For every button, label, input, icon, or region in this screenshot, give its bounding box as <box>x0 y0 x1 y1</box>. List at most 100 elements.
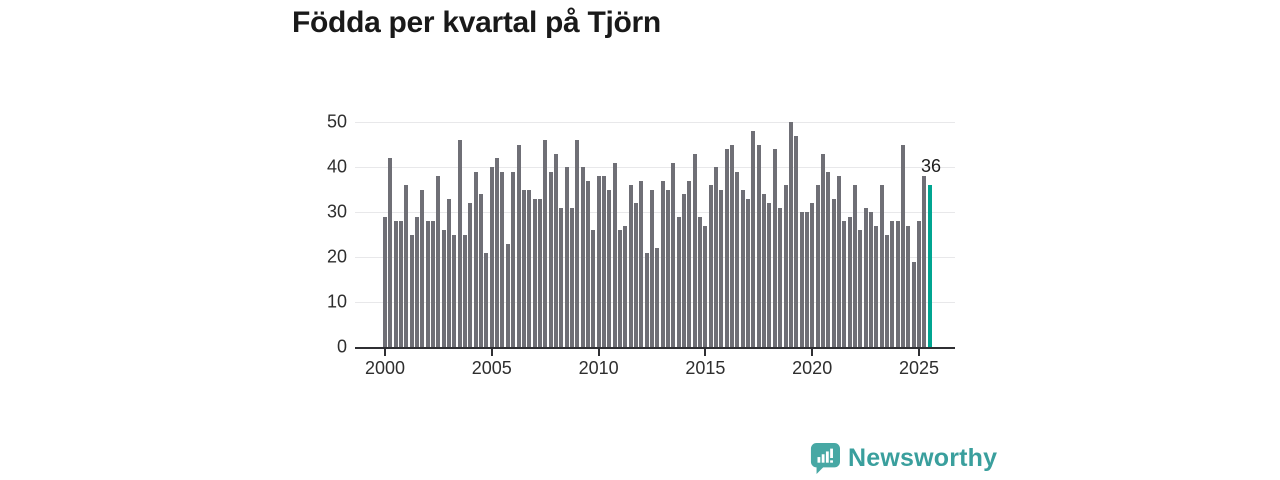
bar <box>762 194 767 347</box>
bar <box>746 198 751 347</box>
bar <box>858 230 863 347</box>
bar <box>740 189 745 347</box>
bar <box>831 198 836 347</box>
bar <box>895 221 900 347</box>
bar <box>863 207 868 347</box>
bar <box>447 198 452 347</box>
bar <box>767 203 772 347</box>
bar <box>666 189 671 347</box>
bar <box>917 221 921 347</box>
bar <box>452 234 457 347</box>
bar <box>847 216 852 347</box>
bar <box>836 176 841 347</box>
bar <box>596 176 601 347</box>
gridline <box>355 257 955 258</box>
bar <box>900 144 905 347</box>
bar <box>660 180 665 347</box>
bar <box>527 189 532 347</box>
bar <box>607 189 612 347</box>
bar <box>505 243 510 347</box>
bar <box>420 189 425 347</box>
bar <box>772 149 777 347</box>
bar <box>495 158 500 347</box>
y-axis-label: 20 <box>326 246 347 267</box>
bar <box>708 185 713 347</box>
bar <box>415 216 420 347</box>
bar <box>890 221 895 347</box>
bar <box>682 194 687 347</box>
bar <box>409 234 414 347</box>
bar <box>911 261 916 347</box>
y-axis-label: 0 <box>336 336 347 357</box>
bar-highlighted <box>927 185 932 347</box>
bar <box>559 207 564 347</box>
x-axis-tick <box>811 349 814 356</box>
bar <box>612 162 617 347</box>
bar <box>425 221 430 347</box>
y-axis-label: 10 <box>326 291 347 312</box>
bar <box>922 176 927 347</box>
bar <box>810 203 815 347</box>
x-axis-label: 2025 <box>898 358 940 378</box>
x-axis-tick <box>384 349 386 356</box>
bar <box>868 212 873 347</box>
x-axis-tick <box>490 349 493 356</box>
bar <box>751 131 756 347</box>
bar <box>724 149 729 347</box>
bar <box>441 230 446 347</box>
bar <box>585 180 590 347</box>
bar <box>826 171 831 347</box>
bar <box>671 162 676 347</box>
bar <box>906 225 911 347</box>
gridline <box>355 122 955 123</box>
x-axis-label: 2020 <box>792 358 833 378</box>
x-axis-label: 2015 <box>685 358 726 378</box>
bar <box>633 203 638 347</box>
bar <box>569 207 574 347</box>
x-axis-tick <box>704 349 707 356</box>
bar <box>644 252 649 347</box>
bar <box>676 216 681 347</box>
bar <box>884 234 889 347</box>
bar <box>473 171 478 347</box>
bar <box>719 189 724 347</box>
y-axis-label: 30 <box>326 201 347 222</box>
bar <box>484 252 489 347</box>
bar <box>794 135 799 347</box>
bar <box>778 207 783 347</box>
bar <box>457 140 462 347</box>
bar <box>383 216 387 347</box>
bar <box>532 198 537 347</box>
x-axis-label: 2010 <box>578 358 619 378</box>
bar <box>703 225 708 347</box>
bar <box>548 171 553 347</box>
x-axis-tick <box>597 349 600 356</box>
bar <box>735 171 740 347</box>
bar <box>468 203 473 347</box>
bar <box>692 153 697 347</box>
bar <box>879 185 884 347</box>
bar <box>687 180 692 347</box>
bar <box>489 167 494 347</box>
gridline <box>355 302 955 303</box>
x-axis-line <box>355 347 955 349</box>
bar <box>756 144 761 347</box>
bar <box>500 171 505 347</box>
bar <box>820 153 825 347</box>
x-axis-label: 2000 <box>364 358 406 378</box>
bar <box>698 216 703 347</box>
chart-title: Födda per kvartal på Tjörn <box>292 6 661 39</box>
last-value-label: 36 <box>920 156 942 176</box>
gridline <box>355 212 955 213</box>
bar <box>564 167 569 347</box>
bar <box>431 221 436 347</box>
y-axis-label: 40 <box>326 156 347 177</box>
x-axis-label: 2005 <box>471 358 512 378</box>
bar <box>463 234 468 347</box>
bar <box>650 189 654 347</box>
bar <box>639 180 644 347</box>
bar <box>601 176 606 347</box>
bar <box>655 248 660 347</box>
